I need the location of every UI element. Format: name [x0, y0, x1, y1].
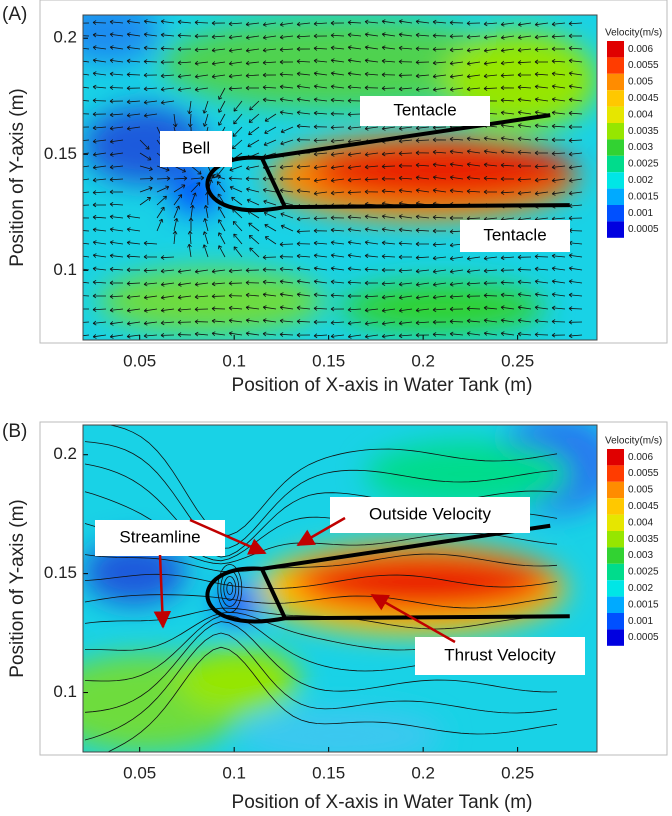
contour-field [57, 0, 597, 340]
x-tick-label: 0.15 [312, 763, 345, 782]
colorbar-tick-label: 0.0005 [628, 224, 659, 235]
colorbar-swatch [607, 57, 624, 73]
colorbar-tick-label: 0.005 [628, 485, 653, 496]
colorbar-title: Velocity(m/s) [605, 28, 662, 39]
annotation: Tentacle [393, 100, 456, 119]
contour-region [98, 269, 324, 334]
annotation: Outside Velocity [369, 504, 491, 523]
colorbar-tick-label: 0.0035 [628, 126, 659, 137]
y-tick-label: 0.15 [44, 144, 77, 163]
colorbar-swatch [607, 221, 624, 237]
colorbar-tick-label: 0.002 [628, 583, 653, 594]
contour-region [366, 441, 572, 506]
colorbar-swatch [607, 139, 624, 155]
panel: (B) 0.05 0.1 0.15 0.2 0.25 0.1 0.15 0.2 Position … [2, 415, 667, 813]
colorbar-swatch [607, 189, 624, 205]
colorbar-swatch [607, 123, 624, 139]
colorbar-tick-label: 0.005 [628, 77, 653, 88]
colorbar-swatch [607, 90, 624, 106]
annotation: Bell [182, 138, 210, 157]
colorbar-tick-label: 0.0005 [628, 632, 659, 643]
y-tick-label: 0.2 [53, 28, 77, 47]
colorbar-swatch [607, 531, 624, 547]
y-tick-label: 0.1 [53, 260, 77, 279]
contour-region [309, 559, 535, 605]
y-tick-label: 0.1 [53, 682, 77, 701]
colorbar-tick-label: 0.0045 [628, 93, 659, 104]
colorbar-swatch [607, 597, 624, 613]
colorbar-swatch [607, 74, 624, 90]
x-tick-label: 0.2 [411, 763, 435, 782]
x-tick-label: 0.1 [222, 763, 246, 782]
panel-label: (B) [2, 421, 27, 442]
colorbar-swatch [607, 515, 624, 531]
annotation: Streamline [119, 527, 200, 546]
contour-region [176, 647, 299, 712]
colorbar-title: Velocity(m/s) [605, 436, 662, 447]
colorbar-swatch [607, 172, 624, 188]
y-tick-label: 0.15 [44, 563, 77, 582]
contour-region [237, 709, 443, 761]
colorbar-tick-label: 0.0025 [628, 159, 659, 170]
colorbar-tick-label: 0.006 [628, 452, 653, 463]
colorbar-tick-label: 0.0055 [628, 468, 659, 479]
figure: (A) 0.05 0.1 0.15 0.2 0.25 0.1 0.15 0.2 Position … [0, 0, 672, 816]
panel: (A) 0.05 0.1 0.15 0.2 0.25 0.1 0.15 0.2 Position … [2, 0, 667, 396]
colorbar-swatch [607, 629, 624, 645]
colorbar-swatch [607, 564, 624, 580]
colorbar-tick-label: 0.002 [628, 175, 653, 186]
y-axis-label: Position of Y-axis (m) [7, 499, 28, 677]
colorbar-swatch [607, 580, 624, 596]
colorbar-swatch [607, 498, 624, 514]
colorbar-tick-label: 0.004 [628, 109, 653, 120]
colorbar-swatch [607, 41, 624, 57]
x-tick-label: 0.05 [123, 351, 156, 370]
colorbar-swatch [607, 547, 624, 563]
x-tick-label: 0.2 [411, 351, 435, 370]
x-tick-label: 0.15 [312, 351, 345, 370]
x-tick-label: 0.05 [123, 763, 156, 782]
colorbar-tick-label: 0.0055 [628, 60, 659, 71]
colorbar-tick-label: 0.003 [628, 550, 653, 561]
contour-region [340, 282, 546, 334]
colorbar-tick-label: 0.001 [628, 208, 653, 219]
contour-field [42, 415, 618, 762]
annotation: Thrust Velocity [444, 645, 556, 664]
colorbar-tick-label: 0.0015 [628, 191, 659, 202]
colorbar-tick-label: 0.0025 [628, 567, 659, 578]
colorbar-tick-label: 0.0035 [628, 534, 659, 545]
annotation: Tentacle [483, 225, 546, 244]
y-axis-label: Position of Y-axis (m) [7, 88, 28, 266]
x-axis-label: Position of X-axis in Water Tank (m) [232, 792, 533, 813]
colorbar-swatch [607, 107, 624, 123]
y-tick-label: 0.2 [53, 444, 77, 463]
colorbar-swatch [607, 482, 624, 498]
colorbar-tick-label: 0.001 [628, 616, 653, 627]
x-tick-label: 0.1 [222, 351, 246, 370]
colorbar-swatch [607, 465, 624, 481]
colorbar-tick-label: 0.004 [628, 517, 653, 528]
colorbar-swatch [607, 613, 624, 629]
colorbar-swatch [607, 449, 624, 465]
colorbar-tick-label: 0.003 [628, 142, 653, 153]
colorbar-swatch [607, 156, 624, 172]
panel-label: (A) [2, 4, 27, 25]
colorbar-tick-label: 0.0015 [628, 599, 659, 610]
colorbar-swatch [607, 205, 624, 221]
x-tick-label: 0.25 [501, 763, 534, 782]
colorbar-tick-label: 0.0045 [628, 501, 659, 512]
colorbar-tick-label: 0.006 [628, 44, 653, 55]
x-axis-label: Position of X-axis in Water Tank (m) [232, 375, 533, 396]
x-tick-label: 0.25 [501, 351, 534, 370]
